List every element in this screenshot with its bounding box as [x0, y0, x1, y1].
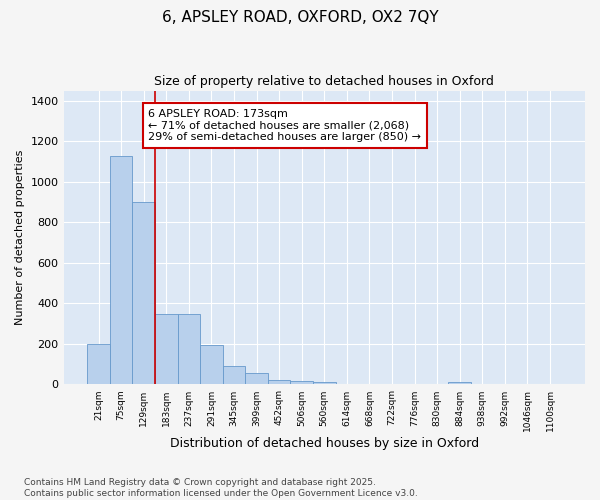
Bar [313, 382, 335, 384]
Bar [200, 345, 223, 385]
Bar [133, 202, 155, 384]
Bar [178, 314, 200, 384]
Bar [223, 366, 245, 384]
Bar [290, 382, 313, 384]
Title: Size of property relative to detached houses in Oxford: Size of property relative to detached ho… [154, 75, 494, 88]
X-axis label: Distribution of detached houses by size in Oxford: Distribution of detached houses by size … [170, 437, 479, 450]
Bar [110, 156, 133, 384]
Text: 6, APSLEY ROAD, OXFORD, OX2 7QY: 6, APSLEY ROAD, OXFORD, OX2 7QY [161, 10, 439, 25]
Text: Contains HM Land Registry data © Crown copyright and database right 2025.
Contai: Contains HM Land Registry data © Crown c… [24, 478, 418, 498]
Text: 6 APSLEY ROAD: 173sqm
← 71% of detached houses are smaller (2,068)
29% of semi-d: 6 APSLEY ROAD: 173sqm ← 71% of detached … [148, 109, 421, 142]
Bar [245, 374, 268, 384]
Bar [155, 314, 178, 384]
Bar [268, 380, 290, 384]
Bar [448, 382, 471, 384]
Y-axis label: Number of detached properties: Number of detached properties [15, 150, 25, 325]
Bar [87, 344, 110, 385]
